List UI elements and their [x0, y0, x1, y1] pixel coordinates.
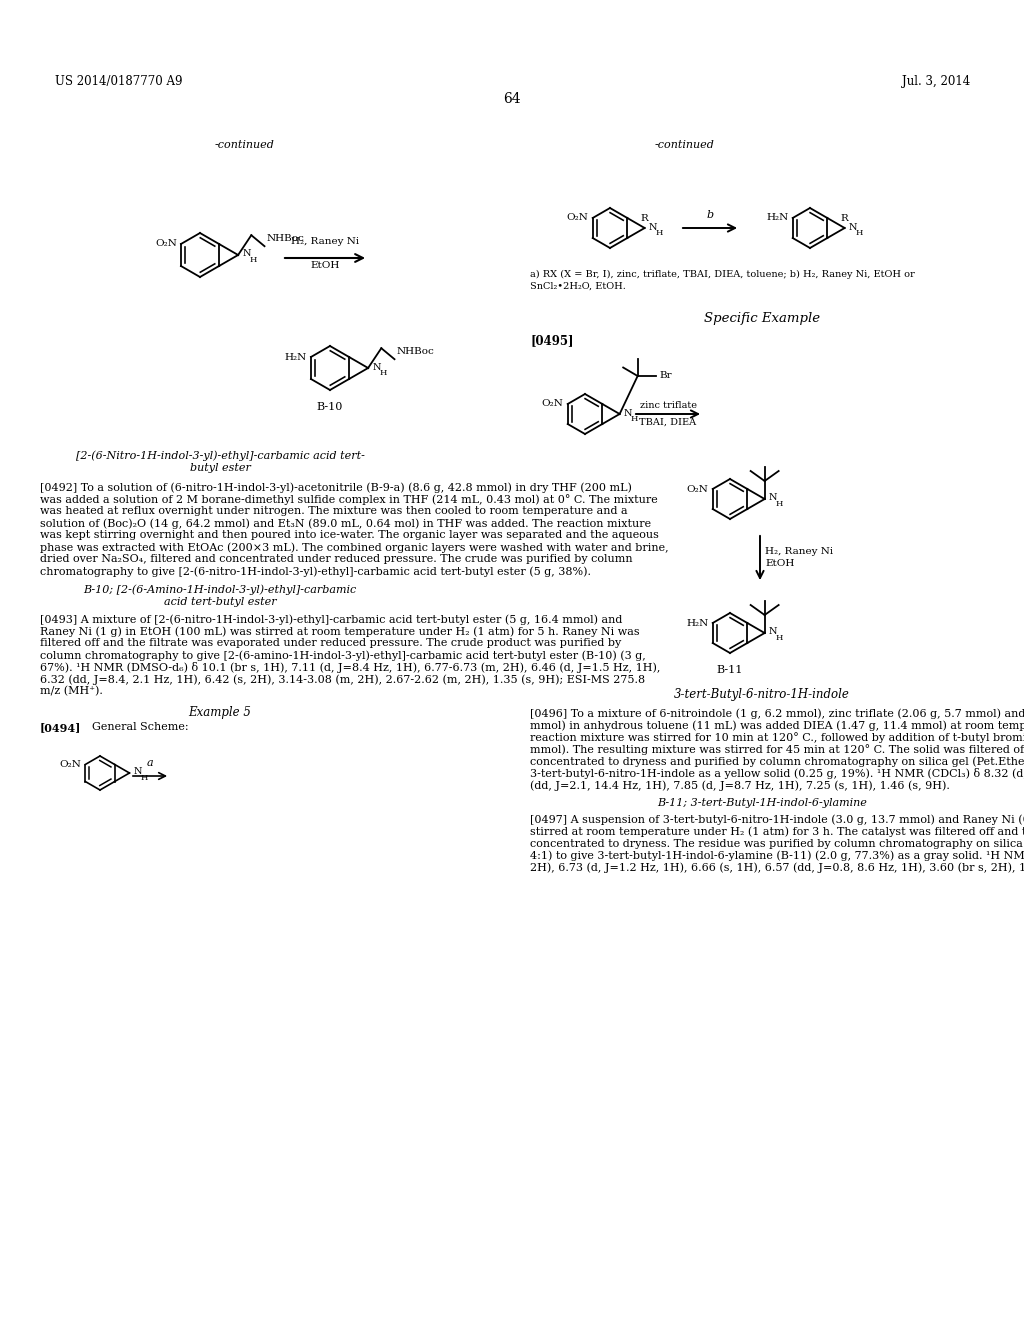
Text: N: N: [769, 494, 777, 503]
Text: N: N: [242, 249, 251, 259]
Text: H₂, Raney Ni: H₂, Raney Ni: [291, 238, 359, 246]
Text: mmol). The resulting mixture was stirred for 45 min at 120° C. The solid was fil: mmol). The resulting mixture was stirred…: [530, 744, 1024, 755]
Text: NHBoc: NHBoc: [396, 347, 434, 356]
Text: 67%). ¹H NMR (DMSO-d₆) δ 10.1 (br s, 1H), 7.11 (d, J=8.4 Hz, 1H), 6.77-6.73 (m, : 67%). ¹H NMR (DMSO-d₆) δ 10.1 (br s, 1H)…: [40, 663, 660, 673]
Text: was kept stirring overnight and then poured into ice-water. The organic layer wa: was kept stirring overnight and then pou…: [40, 531, 658, 540]
Text: B-10: B-10: [316, 403, 343, 412]
Text: [2-(6-Nitro-1H-indol-3-yl)-ethyl]-carbamic acid tert-: [2-(6-Nitro-1H-indol-3-yl)-ethyl]-carbam…: [76, 450, 365, 461]
Text: mmol) in anhydrous toluene (11 mL) was added DIEA (1.47 g, 11.4 mmol) at room te: mmol) in anhydrous toluene (11 mL) was a…: [530, 719, 1024, 730]
Text: B-11; 3-tert-Butyl-1H-indol-6-ylamine: B-11; 3-tert-Butyl-1H-indol-6-ylamine: [657, 799, 867, 808]
Text: acid tert-butyl ester: acid tert-butyl ester: [164, 597, 276, 607]
Text: EtOH: EtOH: [765, 560, 795, 569]
Text: O₂N: O₂N: [567, 214, 589, 223]
Text: General Scheme:: General Scheme:: [92, 722, 188, 733]
Text: chromatography to give [2-(6-nitro-1H-indol-3-yl)-ethyl]-carbamic acid tert-buty: chromatography to give [2-(6-nitro-1H-in…: [40, 566, 591, 577]
Text: 4:1) to give 3-tert-butyl-1H-indol-6-ylamine (B-11) (2.0 g, 77.3%) as a gray sol: 4:1) to give 3-tert-butyl-1H-indol-6-yla…: [530, 850, 1024, 861]
Text: H₂, Raney Ni: H₂, Raney Ni: [765, 548, 834, 557]
Text: dried over Na₂SO₄, filtered and concentrated under reduced pressure. The crude w: dried over Na₂SO₄, filtered and concentr…: [40, 554, 633, 564]
Text: [0494]: [0494]: [40, 722, 81, 733]
Text: O₂N: O₂N: [59, 760, 81, 770]
Text: was heated at reflux overnight under nitrogen. The mixture was then cooled to ro: was heated at reflux overnight under nit…: [40, 506, 628, 516]
Text: H: H: [379, 370, 386, 378]
Text: b: b: [707, 210, 714, 220]
Text: -continued: -continued: [215, 140, 274, 150]
Text: R: R: [641, 214, 648, 223]
Text: H: H: [140, 774, 147, 781]
Text: EtOH: EtOH: [310, 261, 340, 271]
Text: H₂N: H₂N: [686, 619, 709, 627]
Text: Specific Example: Specific Example: [703, 312, 820, 325]
Text: Example 5: Example 5: [188, 706, 252, 719]
Text: [0493] A mixture of [2-(6-nitro-1H-indol-3-yl)-ethyl]-carbamic acid tert-butyl e: [0493] A mixture of [2-(6-nitro-1H-indol…: [40, 614, 623, 624]
Text: TBAI, DIEA: TBAI, DIEA: [639, 418, 696, 426]
Text: H: H: [775, 634, 783, 642]
Text: N: N: [648, 223, 657, 231]
Text: N: N: [769, 627, 777, 636]
Text: H: H: [775, 500, 783, 508]
Text: N: N: [372, 363, 381, 371]
Text: stirred at room temperature under H₂ (1 atm) for 3 h. The catalyst was filtered : stirred at room temperature under H₂ (1 …: [530, 826, 1024, 837]
Text: column chromatography to give [2-(6-amino-1H-indol-3-yl)-ethyl]-carbamic acid te: column chromatography to give [2-(6-amin…: [40, 649, 646, 660]
Text: 64: 64: [503, 92, 521, 106]
Text: N: N: [849, 223, 857, 231]
Text: Jul. 3, 2014: Jul. 3, 2014: [902, 75, 970, 88]
Text: NHBoc: NHBoc: [266, 234, 304, 243]
Text: H: H: [655, 228, 663, 238]
Text: butyl ester: butyl ester: [189, 463, 251, 473]
Text: 3-tert-Butyl-6-nitro-1H-indole: 3-tert-Butyl-6-nitro-1H-indole: [674, 688, 850, 701]
Text: H: H: [631, 414, 638, 422]
Text: concentrated to dryness and purified by column chromatography on silica gel (Pet: concentrated to dryness and purified by …: [530, 756, 1024, 767]
Text: SnCl₂•2H₂O, EtOH.: SnCl₂•2H₂O, EtOH.: [530, 282, 626, 290]
Text: R: R: [841, 214, 849, 223]
Text: N: N: [624, 408, 632, 417]
Text: zinc triflate: zinc triflate: [640, 401, 696, 411]
Text: B-11: B-11: [717, 665, 743, 675]
Text: Raney Ni (1 g) in EtOH (100 mL) was stirred at room temperature under H₂ (1 atm): Raney Ni (1 g) in EtOH (100 mL) was stir…: [40, 626, 640, 636]
Text: a) RX (X = Br, I), zinc, triflate, TBAI, DIEA, toluene; b) H₂, Raney Ni, EtOH or: a) RX (X = Br, I), zinc, triflate, TBAI,…: [530, 271, 914, 279]
Text: was added a solution of 2 M borane-dimethyl sulfide complex in THF (214 mL, 0.43: was added a solution of 2 M borane-dimet…: [40, 494, 657, 504]
Text: O₂N: O₂N: [155, 239, 177, 248]
Text: Br: Br: [659, 371, 672, 380]
Text: solution of (Boc)₂O (14 g, 64.2 mmol) and Et₃N (89.0 mL, 0.64 mol) in THF was ad: solution of (Boc)₂O (14 g, 64.2 mmol) an…: [40, 517, 651, 528]
Text: N: N: [133, 767, 142, 776]
Text: -continued: -continued: [655, 140, 715, 150]
Text: H₂N: H₂N: [766, 214, 788, 223]
Text: [0492] To a solution of (6-nitro-1H-indol-3-yl)-acetonitrile (B-9-a) (8.6 g, 42.: [0492] To a solution of (6-nitro-1H-indo…: [40, 482, 632, 492]
Text: O₂N: O₂N: [687, 484, 709, 494]
Text: phase was extracted with EtOAc (200×3 mL). The combined organic layers were wash: phase was extracted with EtOAc (200×3 mL…: [40, 543, 669, 553]
Text: H: H: [249, 256, 256, 264]
Text: O₂N: O₂N: [542, 400, 563, 408]
Text: filtered off and the filtrate was evaporated under reduced pressure. The crude p: filtered off and the filtrate was evapor…: [40, 638, 622, 648]
Text: US 2014/0187770 A9: US 2014/0187770 A9: [55, 75, 182, 88]
Text: [0497] A suspension of 3-tert-butyl-6-nitro-1H-indole (3.0 g, 13.7 mmol) and Ran: [0497] A suspension of 3-tert-butyl-6-ni…: [530, 814, 1024, 825]
Text: [0495]: [0495]: [530, 334, 573, 347]
Text: [0496] To a mixture of 6-nitroindole (1 g, 6.2 mmol), zinc triflate (2.06 g, 5.7: [0496] To a mixture of 6-nitroindole (1 …: [530, 708, 1024, 718]
Text: 2H), 6.73 (d, J=1.2 Hz, 1H), 6.66 (s, 1H), 6.57 (dd, J=0.8, 8.6 Hz, 1H), 3.60 (b: 2H), 6.73 (d, J=1.2 Hz, 1H), 6.66 (s, 1H…: [530, 862, 1024, 873]
Text: 6.32 (dd, J=8.4, 2.1 Hz, 1H), 6.42 (s, 2H), 3.14-3.08 (m, 2H), 2.67-2.62 (m, 2H): 6.32 (dd, J=8.4, 2.1 Hz, 1H), 6.42 (s, 2…: [40, 675, 645, 685]
Text: m/z (MH⁺).: m/z (MH⁺).: [40, 686, 102, 697]
Text: reaction mixture was stirred for 10 min at 120° C., followed by addition of t-bu: reaction mixture was stirred for 10 min …: [530, 733, 1024, 743]
Text: H₂N: H₂N: [285, 352, 307, 362]
Text: a: a: [146, 758, 154, 768]
Text: B-10; [2-(6-Amino-1H-indol-3-yl)-ethyl]-carbamic: B-10; [2-(6-Amino-1H-indol-3-yl)-ethyl]-…: [83, 583, 356, 594]
Text: H: H: [856, 228, 863, 238]
Text: 3-tert-butyl-6-nitro-1H-indole as a yellow solid (0.25 g, 19%). ¹H NMR (CDCl₃) δ: 3-tert-butyl-6-nitro-1H-indole as a yell…: [530, 768, 1024, 779]
Text: concentrated to dryness. The residue was purified by column chromatography on si: concentrated to dryness. The residue was…: [530, 838, 1024, 849]
Text: (dd, J=2.1, 14.4 Hz, 1H), 7.85 (d, J=8.7 Hz, 1H), 7.25 (s, 1H), 1.46 (s, 9H).: (dd, J=2.1, 14.4 Hz, 1H), 7.85 (d, J=8.7…: [530, 780, 950, 791]
